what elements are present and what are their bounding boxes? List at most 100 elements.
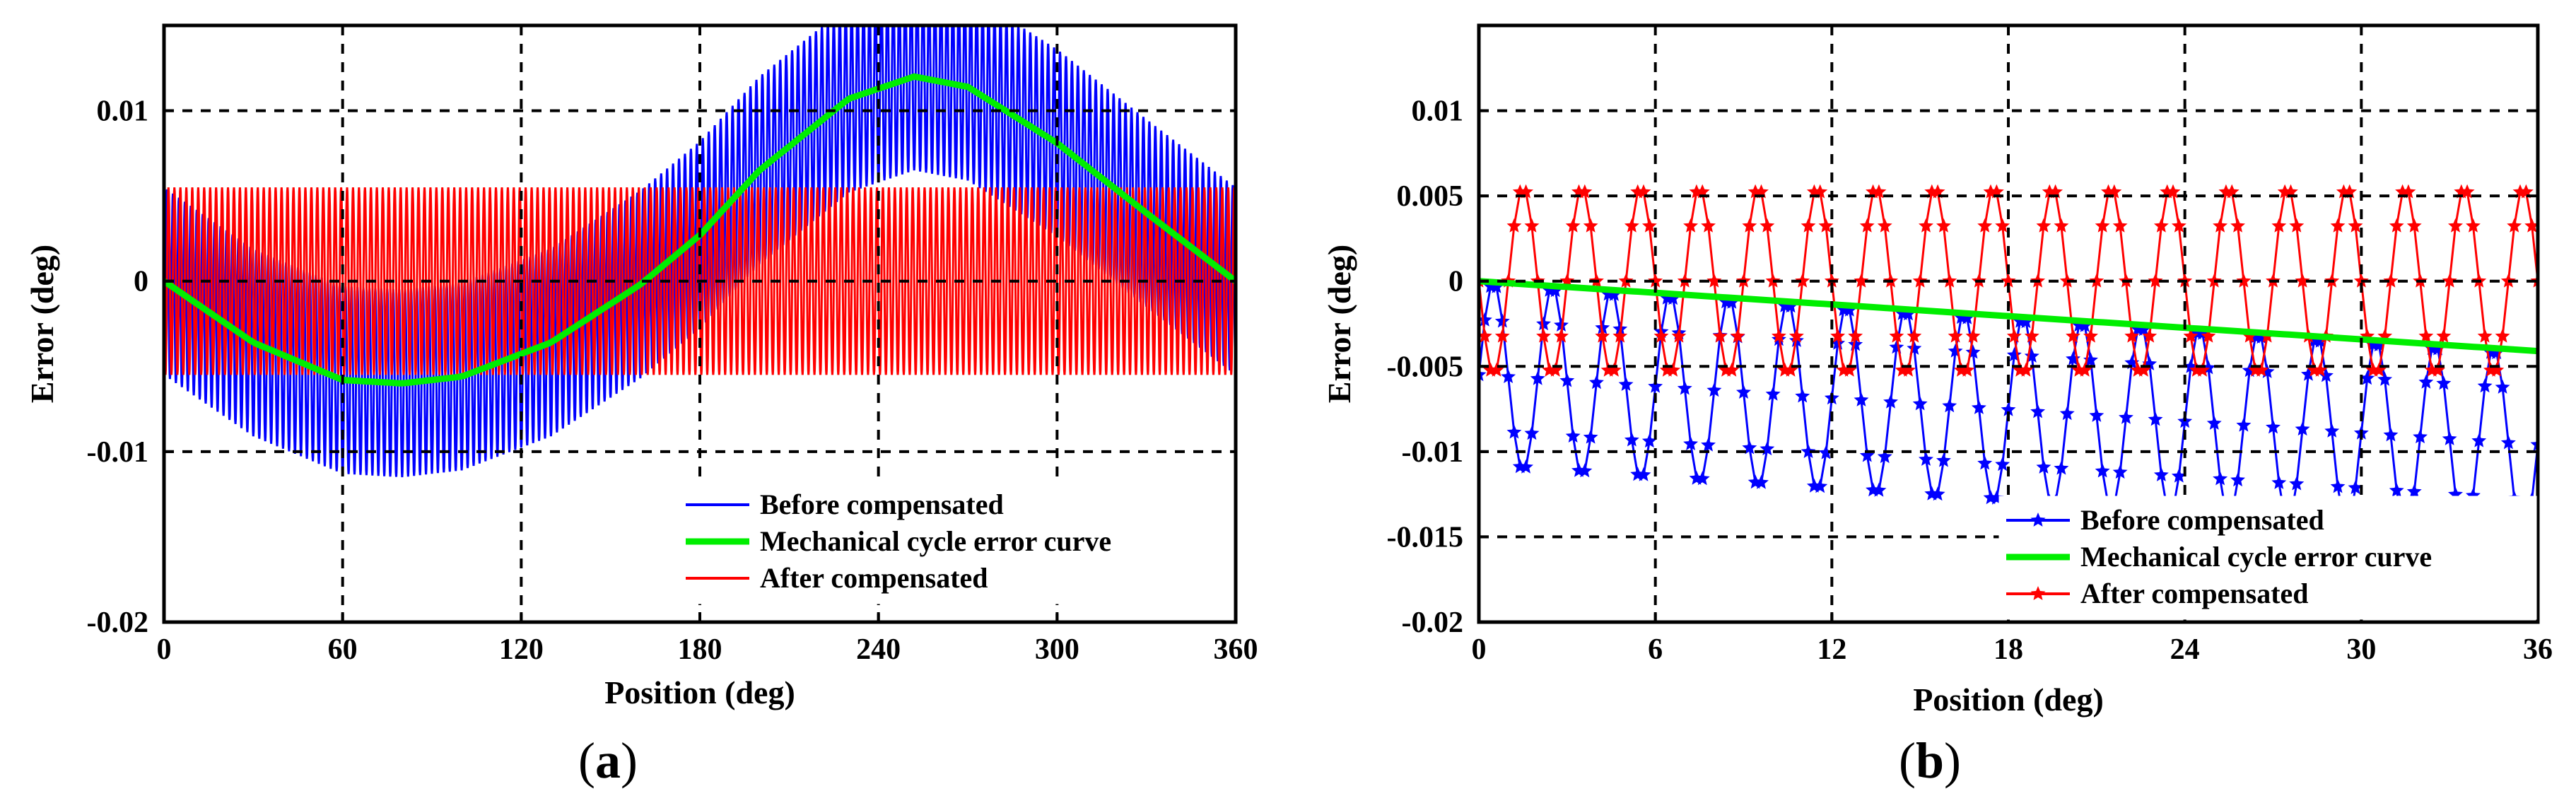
legend-label: Before compensated (760, 488, 1004, 520)
x-tick-label: 120 (499, 633, 544, 666)
after-compensated-marker (2165, 184, 2181, 199)
y-tick-label: -0.005 (1387, 351, 1464, 383)
before-compensated-marker (2030, 404, 2046, 418)
legend-box (678, 480, 1231, 604)
legend-marker (2030, 586, 2046, 600)
after-compensated-marker (1624, 218, 1639, 233)
before-compensated-marker (1624, 432, 1639, 447)
before-compensated-marker (1706, 382, 1722, 397)
after-compensated-marker (1494, 328, 1510, 343)
after-compensated-marker (2418, 328, 2434, 343)
before-compensated-marker (2271, 475, 2287, 489)
x-tick-label: 12 (1817, 633, 1846, 666)
after-compensated-marker (2024, 328, 2039, 343)
after-compensated-marker (2066, 328, 2080, 343)
after-compensated-marker (2295, 273, 2310, 288)
after-compensated-marker (2271, 218, 2287, 233)
before-compensated-marker (1995, 457, 2010, 472)
after-compensated-marker (2112, 218, 2128, 233)
before-compensated-marker (1877, 449, 1892, 464)
before-compensated-marker (2324, 423, 2340, 438)
after-compensated-marker (2095, 218, 2110, 233)
before-compensated-marker (1942, 398, 1957, 413)
y-axis-label: Error (deg) (24, 245, 60, 403)
before-compensated-marker (2095, 463, 2110, 478)
after-compensated-marker (2036, 218, 2051, 233)
after-compensated-marker (1889, 328, 1904, 343)
after-compensated-marker (1565, 218, 1581, 233)
before-compensated-marker (2266, 419, 2281, 434)
after-compensated-marker (1730, 328, 1745, 343)
after-compensated-marker (2213, 218, 2228, 233)
x-tick-label: 360 (1214, 633, 1258, 666)
before-compensated-marker (2383, 427, 2399, 442)
after-compensated-marker (1919, 218, 1933, 233)
after-compensated-marker (2136, 362, 2151, 377)
after-compensated-marker (2077, 362, 2092, 377)
before-compensated-marker (1524, 426, 1540, 440)
after-compensated-marker (2442, 273, 2457, 288)
before-compensated-marker (2495, 380, 2510, 394)
before-compensated-marker (1854, 392, 1869, 406)
y-tick-label: -0.01 (1402, 436, 1464, 469)
before-compensated-marker (2301, 366, 2316, 381)
after-compensated-marker (2254, 362, 2269, 377)
after-compensated-marker (2524, 218, 2538, 233)
before-compensated-marker (1554, 317, 1569, 332)
after-compensated-marker (1479, 328, 1492, 343)
panel-label-letter: a (595, 732, 621, 789)
before-compensated-marker (1871, 482, 1887, 497)
after-compensated-marker (2083, 328, 2098, 343)
after-compensated-marker (2201, 328, 2216, 343)
after-compensated-marker (1783, 362, 1798, 377)
before-compensated-marker (2418, 374, 2434, 389)
before-compensated-marker (1577, 463, 1593, 478)
after-compensated-marker (1842, 362, 1857, 377)
after-compensated-marker (1859, 218, 1875, 233)
panel-b: 0 6 12 18 24 30 36 -0.02 -0.015 -0.01 -0.005 0 0.005… (1321, 23, 2553, 789)
after-compensated-marker (1965, 328, 1981, 343)
before-compensated-marker (2348, 480, 2363, 494)
after-compensated-marker (2348, 218, 2363, 233)
before-compensated-marker (1977, 455, 1993, 470)
after-compensated-marker (1801, 218, 1816, 233)
before-compensated-marker (2136, 322, 2151, 336)
before-compensated-marker (2001, 402, 2016, 416)
before-compensated-marker (2213, 471, 2228, 486)
after-compensated-marker (1795, 273, 1810, 288)
after-compensated-marker (1671, 328, 1687, 343)
after-compensated-marker (2371, 362, 2387, 377)
before-compensated-marker (2360, 370, 2375, 385)
before-compensated-marker (1830, 335, 1846, 350)
panel-label: (b) (1899, 732, 1961, 789)
after-compensated-marker (1995, 218, 2010, 233)
x-tick-label: 60 (328, 633, 358, 666)
before-compensated-marker (1736, 385, 1751, 399)
before-compensated-marker (2377, 372, 2393, 386)
before-compensated-marker (2036, 459, 2051, 474)
before-compensated-marker (1848, 336, 1863, 351)
before-compensated-marker (1936, 452, 1951, 467)
after-compensated-marker (1942, 273, 1957, 288)
before-compensated-marker (2236, 417, 2252, 432)
before-compensated-marker (1783, 298, 1798, 313)
after-compensated-marker (1612, 328, 1628, 343)
y-tick-label: 0 (1448, 266, 1463, 298)
before-compensated-marker (1479, 312, 1492, 327)
before-compensated-marker (2171, 468, 2186, 483)
x-tick-label: 30 (2346, 633, 2376, 666)
before-compensated-marker (1818, 445, 1834, 459)
before-compensated-marker (2054, 460, 2069, 475)
before-compensated-marker (1530, 370, 1545, 385)
before-compensated-marker (1648, 378, 1663, 393)
before-compensated-marker (1618, 377, 1634, 391)
after-compensated-marker (2195, 362, 2211, 377)
after-compensated-marker (1712, 328, 1728, 343)
y-tick-label: -0.02 (87, 607, 149, 639)
before-compensated-marker (2119, 409, 2133, 424)
after-compensated-marker (1948, 328, 1963, 343)
x-tick-label: 180 (678, 633, 722, 666)
before-compensated-marker (2442, 431, 2457, 445)
before-compensated-marker (2389, 483, 2404, 497)
